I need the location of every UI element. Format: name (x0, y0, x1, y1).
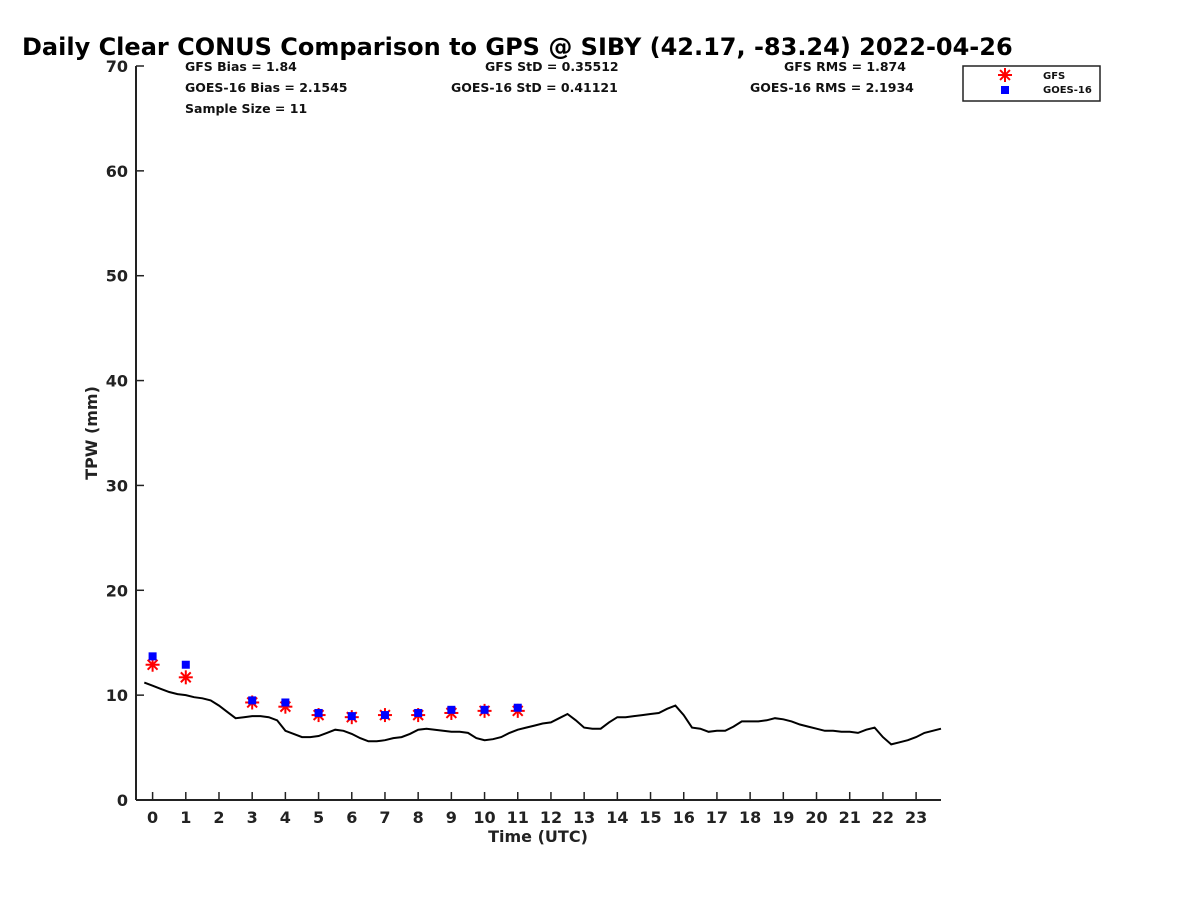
chart-title: Daily Clear CONUS Comparison to GPS @ SI… (22, 33, 1013, 61)
x-tick-label: 9 (446, 808, 457, 827)
legend: GFS GOES-16 (962, 65, 1101, 102)
goes16-point (148, 652, 157, 661)
y-tick-label: 10 (106, 686, 128, 705)
y-tick-label: 70 (106, 57, 128, 76)
legend-gfs-asterisk-stroke (999, 69, 1011, 81)
legend-gfs-marker (998, 68, 1012, 82)
x-tick-label: 15 (639, 808, 661, 827)
stat-sample-size: Sample Size = 11 (185, 101, 307, 116)
goes16-point (181, 660, 190, 669)
legend-goes-label: GOES-16 (1043, 85, 1092, 96)
legend-gfs-asterisk (998, 68, 1012, 82)
x-tick-label: 21 (839, 808, 861, 827)
x-tick-label: 16 (673, 808, 695, 827)
stats-panel: GFS Bias = 1.84 GFS StD = 0.35512 GFS RM… (185, 59, 914, 116)
goes16-point (314, 708, 323, 717)
goes16-point (447, 705, 456, 714)
legend-gfs-label: GFS (1043, 71, 1065, 82)
gfs-point-stroke (146, 659, 159, 671)
y-ticks: 0 10 20 30 40 50 60 70 (106, 57, 144, 810)
x-tick-label: 13 (573, 808, 595, 827)
x-tick-label: 3 (247, 808, 258, 827)
x-tick-label: 18 (739, 808, 761, 827)
y-tick-label: 20 (106, 581, 128, 600)
stat-goes-rms: GOES-16 RMS = 2.1934 (750, 80, 914, 95)
plot-area (143, 652, 942, 746)
goes16-point (380, 711, 389, 720)
legend-box (962, 65, 1101, 102)
x-tick-label: 6 (346, 808, 357, 827)
y-tick-label: 40 (106, 372, 128, 391)
x-tick-label: 2 (213, 808, 224, 827)
stat-goes-bias: GOES-16 Bias = 2.1545 (185, 80, 347, 95)
goes16-point (513, 703, 522, 712)
goes16-point (248, 696, 257, 705)
x-tick-label: 1 (180, 808, 191, 827)
x-tick-label: 11 (507, 808, 529, 827)
x-tick-label: 14 (606, 808, 628, 827)
stat-gfs-bias: GFS Bias = 1.84 (185, 59, 297, 74)
stat-gfs-rms: GFS RMS = 1.874 (784, 59, 906, 74)
gfs-point (178, 670, 193, 685)
gfs-point (145, 657, 160, 672)
stat-gfs-std: GFS StD = 0.35512 (485, 59, 619, 74)
y-tick-label: 30 (106, 476, 128, 495)
x-tick-label: 10 (473, 808, 495, 827)
x-tick-label: 22 (872, 808, 894, 827)
legend-goes-marker (1001, 86, 1009, 94)
goes16-point (480, 705, 489, 714)
x-tick-label: 17 (706, 808, 728, 827)
x-ticks: 0 1 2 3 4 5 6 7 8 9 10 11 12 13 14 15 16 17 18 19 20 21 22 23 (147, 792, 927, 827)
x-tick-label: 4 (280, 808, 291, 827)
x-tick-label: 20 (805, 808, 827, 827)
y-tick-label: 60 (106, 162, 128, 181)
gfs-point-stroke (180, 671, 192, 683)
goes16-point (281, 698, 290, 707)
x-tick-label: 0 (147, 808, 158, 827)
x-tick-label: 12 (540, 808, 562, 827)
y-tick-label: 0 (117, 791, 128, 810)
x-tick-label: 5 (313, 808, 324, 827)
goes16-point (347, 712, 356, 721)
x-tick-label: 7 (379, 808, 390, 827)
x-tick-label: 23 (905, 808, 927, 827)
gps-tpw-line (143, 681, 942, 746)
y-axis-label: TPW (mm) (82, 386, 101, 480)
x-tick-label: 19 (772, 808, 794, 827)
x-tick-label: 8 (413, 808, 424, 827)
goes16-point (414, 708, 423, 717)
x-axis-label: Time (UTC) (488, 827, 588, 846)
stat-goes-std: GOES-16 StD = 0.41121 (451, 80, 618, 95)
y-tick-label: 50 (106, 267, 128, 286)
